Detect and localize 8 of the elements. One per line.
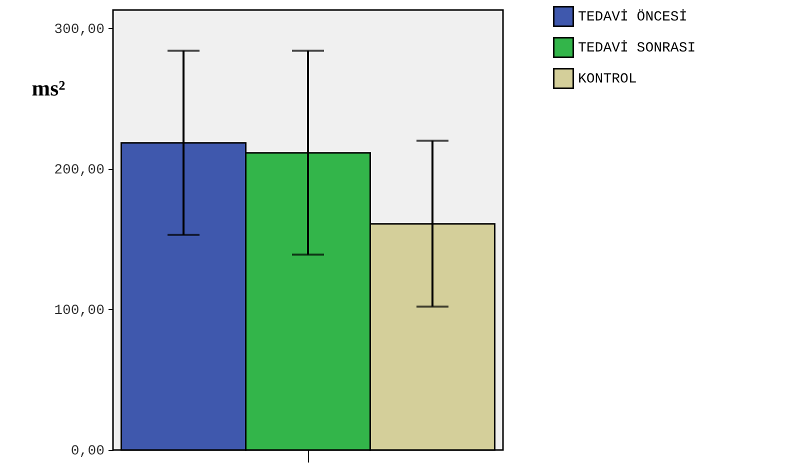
y-tick-label: 300,00 xyxy=(54,22,104,38)
y-axis-title: ms² xyxy=(32,76,66,100)
y-tick-label: 200,00 xyxy=(54,162,104,178)
y-tick-label: 0,00 xyxy=(70,444,104,460)
legend-label: TEDAVİ SONRASI xyxy=(578,40,696,56)
y-tick-label: 100,00 xyxy=(54,302,104,319)
legend-label: TEDAVİ ÖNCESİ xyxy=(578,8,688,26)
legend-label: KONTROL xyxy=(578,72,637,88)
